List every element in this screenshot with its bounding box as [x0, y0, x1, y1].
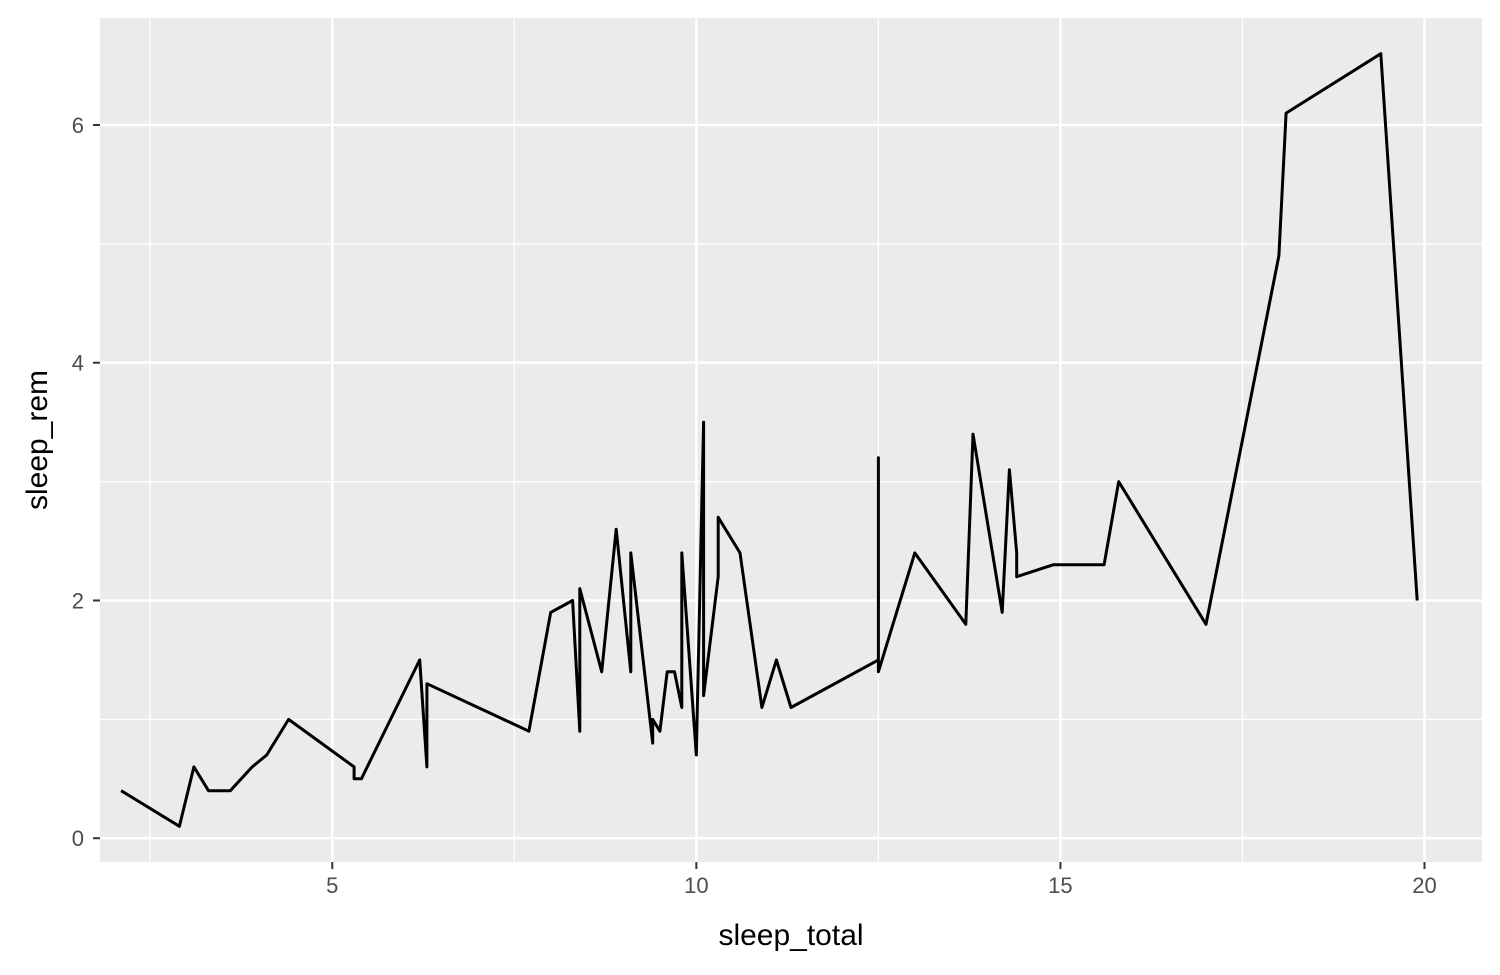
major-gridlines	[100, 18, 1482, 862]
data-point	[179, 826, 180, 827]
series-line	[120, 52, 1419, 828]
data-point	[1278, 255, 1279, 256]
data-point	[878, 671, 879, 672]
data-point	[1053, 564, 1054, 565]
data-point	[1118, 481, 1119, 482]
data-point	[601, 671, 602, 672]
data-point	[878, 659, 879, 660]
data-point	[354, 778, 355, 779]
x-tick-label: 10	[684, 873, 708, 898]
data-point	[426, 766, 427, 767]
data-point	[230, 790, 231, 791]
data-point	[419, 659, 420, 660]
data-point	[630, 671, 631, 672]
y-axis: 0 2 4 6	[72, 113, 100, 851]
x-axis-title: sleep_total	[718, 919, 863, 952]
data-point	[252, 766, 253, 767]
data-point	[1009, 469, 1010, 470]
series-layer	[120, 52, 1419, 828]
data-point	[681, 707, 682, 708]
y-tick-label: 2	[72, 588, 84, 613]
data-point	[1002, 612, 1003, 613]
data-point	[630, 552, 631, 553]
data-point	[681, 552, 682, 553]
x-tick-label: 5	[326, 873, 338, 898]
data-point	[579, 731, 580, 732]
data-point	[1286, 113, 1287, 114]
data-point	[965, 624, 966, 625]
y-tick-label: 6	[72, 113, 84, 138]
data-point	[674, 671, 675, 672]
plot-panel	[100, 18, 1482, 862]
y-axis-title: sleep_rem	[21, 370, 54, 510]
data-point	[740, 552, 741, 553]
x-axis: 5 10 15 20	[326, 862, 1437, 898]
data-point	[288, 719, 289, 720]
data-point	[652, 719, 653, 720]
data-point	[550, 612, 551, 613]
data-point	[579, 588, 580, 589]
data-point	[718, 576, 719, 577]
data-point	[1016, 576, 1017, 577]
data-point	[528, 731, 529, 732]
data-point	[696, 755, 697, 756]
data-point	[776, 659, 777, 660]
y-tick-label: 0	[72, 826, 84, 851]
data-point	[121, 790, 122, 791]
data-point	[426, 683, 427, 684]
data-point	[572, 600, 573, 601]
data-point	[973, 434, 974, 435]
data-point	[616, 529, 617, 530]
data-point	[703, 422, 704, 423]
data-point	[193, 766, 194, 767]
data-point	[703, 695, 704, 696]
data-point	[718, 517, 719, 518]
x-tick-label: 15	[1048, 873, 1072, 898]
data-point	[1206, 624, 1207, 625]
data-point	[1417, 600, 1418, 601]
data-point	[791, 707, 792, 708]
data-point	[703, 493, 704, 494]
data-point	[652, 743, 653, 744]
x-tick-label: 20	[1412, 873, 1436, 898]
data-point	[1380, 53, 1381, 54]
minor-gridlines	[100, 18, 1482, 862]
data-point	[1016, 552, 1017, 553]
data-point	[361, 778, 362, 779]
data-point	[914, 552, 915, 553]
data-point	[208, 790, 209, 791]
data-point	[1104, 564, 1105, 565]
data-point	[667, 671, 668, 672]
data-point	[878, 457, 879, 458]
data-point	[659, 731, 660, 732]
data-point	[266, 755, 267, 756]
data-point	[761, 707, 762, 708]
y-tick-label: 4	[72, 351, 84, 376]
data-point	[354, 766, 355, 767]
